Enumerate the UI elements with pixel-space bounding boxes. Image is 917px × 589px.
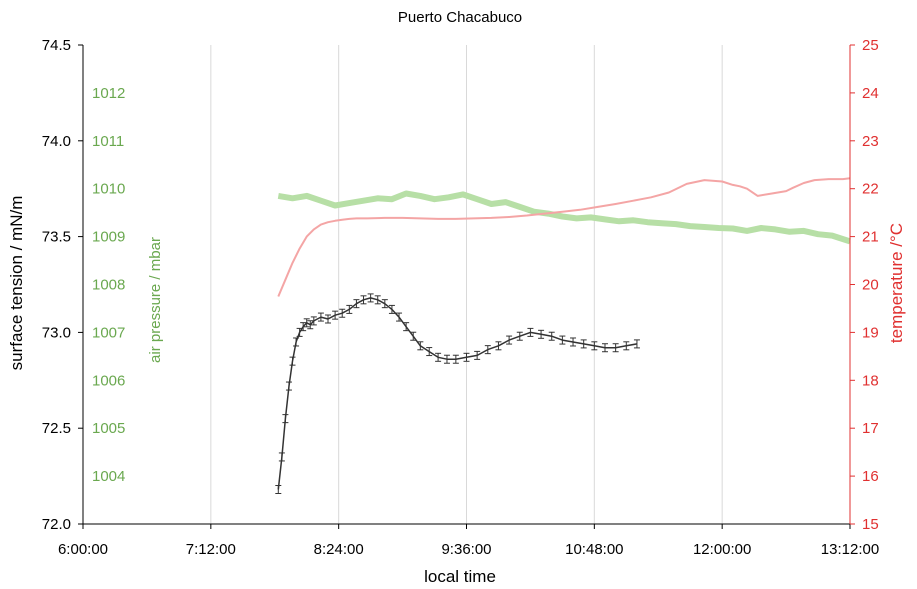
temperature-series bbox=[277, 177, 851, 297]
y-tick-label: 74.5 bbox=[42, 37, 71, 54]
surface-tension-line-path bbox=[277, 297, 638, 490]
y2-tick-label: 1012 bbox=[92, 85, 125, 102]
y3-tick-label: 17 bbox=[862, 420, 879, 437]
y2-tick-label: 1006 bbox=[92, 372, 125, 389]
y2-tick-label: 1008 bbox=[92, 277, 125, 294]
y2-tick-label: 1007 bbox=[92, 324, 125, 341]
y-tick-label: 74.0 bbox=[42, 133, 71, 150]
x-tick-label: 9:36:00 bbox=[441, 541, 491, 558]
x-axis-title: local time bbox=[424, 567, 496, 586]
y-tick-label: 73.5 bbox=[42, 229, 71, 246]
y-axis-title: surface tension / mN/m bbox=[7, 196, 26, 371]
y-tick-label: 73.0 bbox=[42, 324, 71, 341]
x-tick-label: 8:24:00 bbox=[314, 541, 364, 558]
y3-axis-title: temperature /°C bbox=[887, 223, 906, 343]
surface-tension-series bbox=[275, 293, 640, 495]
y3-tick-label: 22 bbox=[862, 181, 879, 198]
y3-tick-label: 19 bbox=[862, 324, 879, 341]
y-tick-label: 72.5 bbox=[42, 420, 71, 437]
y3-tick-label: 25 bbox=[862, 37, 879, 54]
x-tick-label: 7:12:00 bbox=[186, 541, 236, 558]
air-pressure-series bbox=[277, 190, 851, 245]
tick-labels: 6:00:00 7:12:00 8:24:00 9:36:00 10:48:00 12:0… bbox=[42, 37, 879, 558]
y2-tick-label: 1010 bbox=[92, 181, 125, 198]
y3-tick-label: 21 bbox=[862, 229, 879, 246]
y2-axis-title: air pressure / mbar bbox=[147, 237, 164, 363]
x-tick-label: 12:00:00 bbox=[693, 541, 751, 558]
y3-tick-label: 18 bbox=[862, 372, 879, 389]
x-tick-label: 10:48:00 bbox=[565, 541, 623, 558]
x-tick-label: 6:00:00 bbox=[58, 541, 108, 558]
temperature-line-path bbox=[277, 177, 851, 297]
chart-title: Puerto Chacabuco bbox=[398, 9, 522, 26]
axes bbox=[78, 44, 855, 529]
x-tick-label: 13:12:00 bbox=[821, 541, 879, 558]
y3-tick-label: 15 bbox=[862, 516, 879, 533]
y-tick-label: 72.0 bbox=[42, 516, 71, 533]
y2-tick-label: 1011 bbox=[92, 133, 124, 150]
y3-tick-label: 23 bbox=[862, 133, 879, 150]
vertical-gridlines bbox=[210, 45, 723, 524]
y2-tick-label: 1005 bbox=[92, 420, 125, 437]
pressure-line-path bbox=[277, 190, 851, 245]
y2-tick-label: 1009 bbox=[92, 229, 125, 246]
y3-tick-label: 20 bbox=[862, 277, 879, 294]
y3-tick-label: 24 bbox=[862, 85, 879, 102]
y3-tick-label: 16 bbox=[862, 468, 879, 485]
y2-tick-label: 1004 bbox=[92, 468, 125, 485]
